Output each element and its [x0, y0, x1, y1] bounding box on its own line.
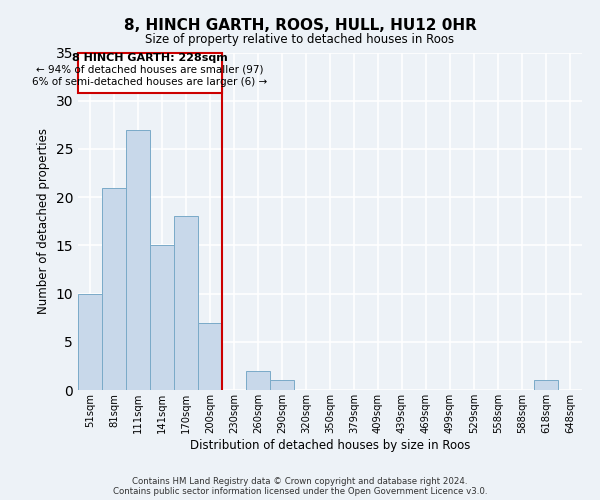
Bar — [151, 246, 173, 390]
Text: Contains HM Land Registry data © Crown copyright and database right 2024.: Contains HM Land Registry data © Crown c… — [132, 476, 468, 486]
Bar — [103, 188, 125, 390]
X-axis label: Distribution of detached houses by size in Roos: Distribution of detached houses by size … — [190, 438, 470, 452]
Bar — [175, 216, 197, 390]
Text: 6% of semi-detached houses are larger (6) →: 6% of semi-detached houses are larger (6… — [32, 78, 268, 88]
Text: 8 HINCH GARTH: 228sqm: 8 HINCH GARTH: 228sqm — [72, 54, 228, 64]
Bar — [199, 322, 221, 390]
Text: 8, HINCH GARTH, ROOS, HULL, HU12 0HR: 8, HINCH GARTH, ROOS, HULL, HU12 0HR — [124, 18, 476, 32]
Y-axis label: Number of detached properties: Number of detached properties — [37, 128, 50, 314]
Text: ← 94% of detached houses are smaller (97): ← 94% of detached houses are smaller (97… — [36, 65, 264, 75]
Bar — [535, 380, 557, 390]
Text: Size of property relative to detached houses in Roos: Size of property relative to detached ho… — [145, 32, 455, 46]
Text: Contains public sector information licensed under the Open Government Licence v3: Contains public sector information licen… — [113, 486, 487, 496]
Bar — [127, 130, 149, 390]
Bar — [78, 52, 222, 93]
Bar — [79, 294, 101, 390]
Bar — [247, 370, 269, 390]
Bar — [271, 380, 293, 390]
